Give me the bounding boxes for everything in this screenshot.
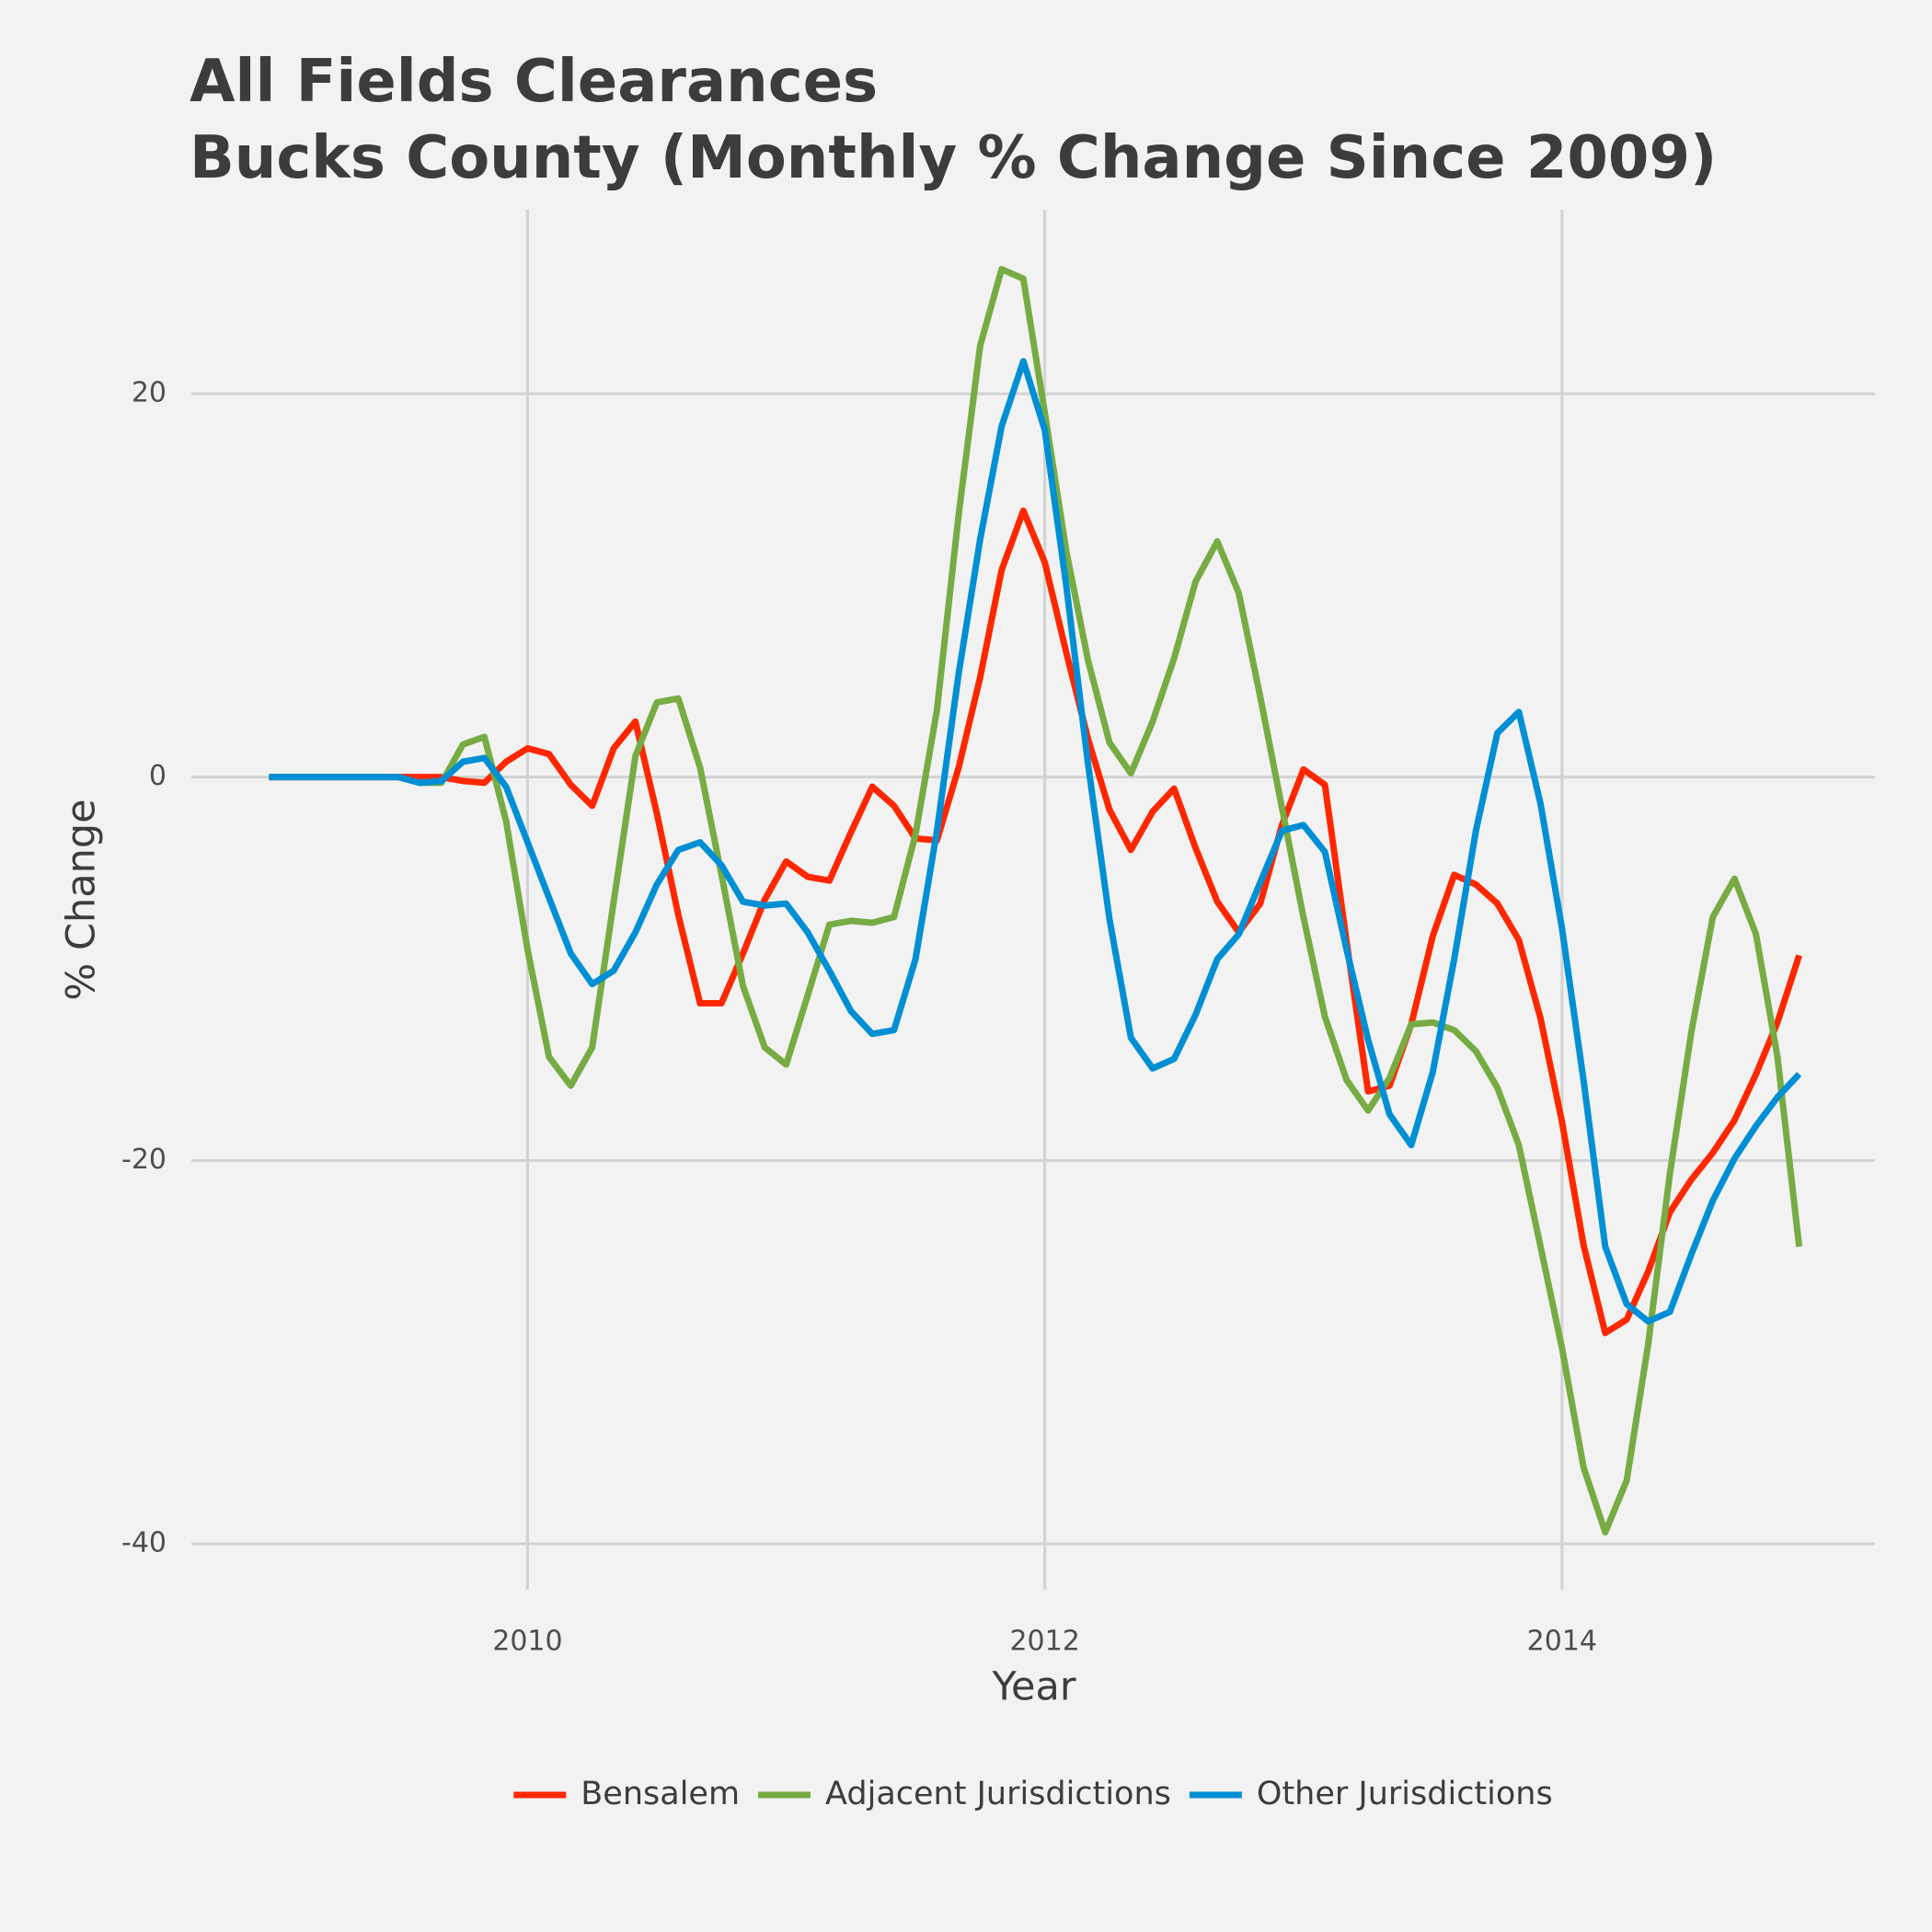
y-tick-label: 20 — [132, 377, 167, 409]
chart-title: All Fields Clearances — [190, 48, 878, 116]
x-tick-label: 2010 — [492, 1626, 562, 1658]
y-tick-label: -40 — [121, 1527, 167, 1559]
y-tick-label: 0 — [149, 760, 167, 792]
data-line — [269, 358, 1802, 1325]
legend: Bensalem Adjacent Jurisdictions Other Juri… — [513, 1776, 1553, 1812]
data-line — [269, 507, 1802, 1337]
y-axis-title: % Change — [59, 799, 105, 1000]
x-tick-label: 2014 — [1527, 1626, 1597, 1658]
x-tick-label: 2012 — [1009, 1626, 1079, 1658]
legend-label: Bensalem — [581, 1776, 740, 1812]
y-tick-label: -20 — [121, 1144, 167, 1176]
data-line — [269, 266, 1803, 1535]
legend-label: Adjacent Jurisdictions — [825, 1776, 1171, 1812]
legend-label: Other Jurisdictions — [1257, 1776, 1553, 1812]
x-axis-title: Year — [991, 1664, 1075, 1710]
chart-title: Bucks County (Monthly % Change Since 200… — [190, 124, 1717, 192]
